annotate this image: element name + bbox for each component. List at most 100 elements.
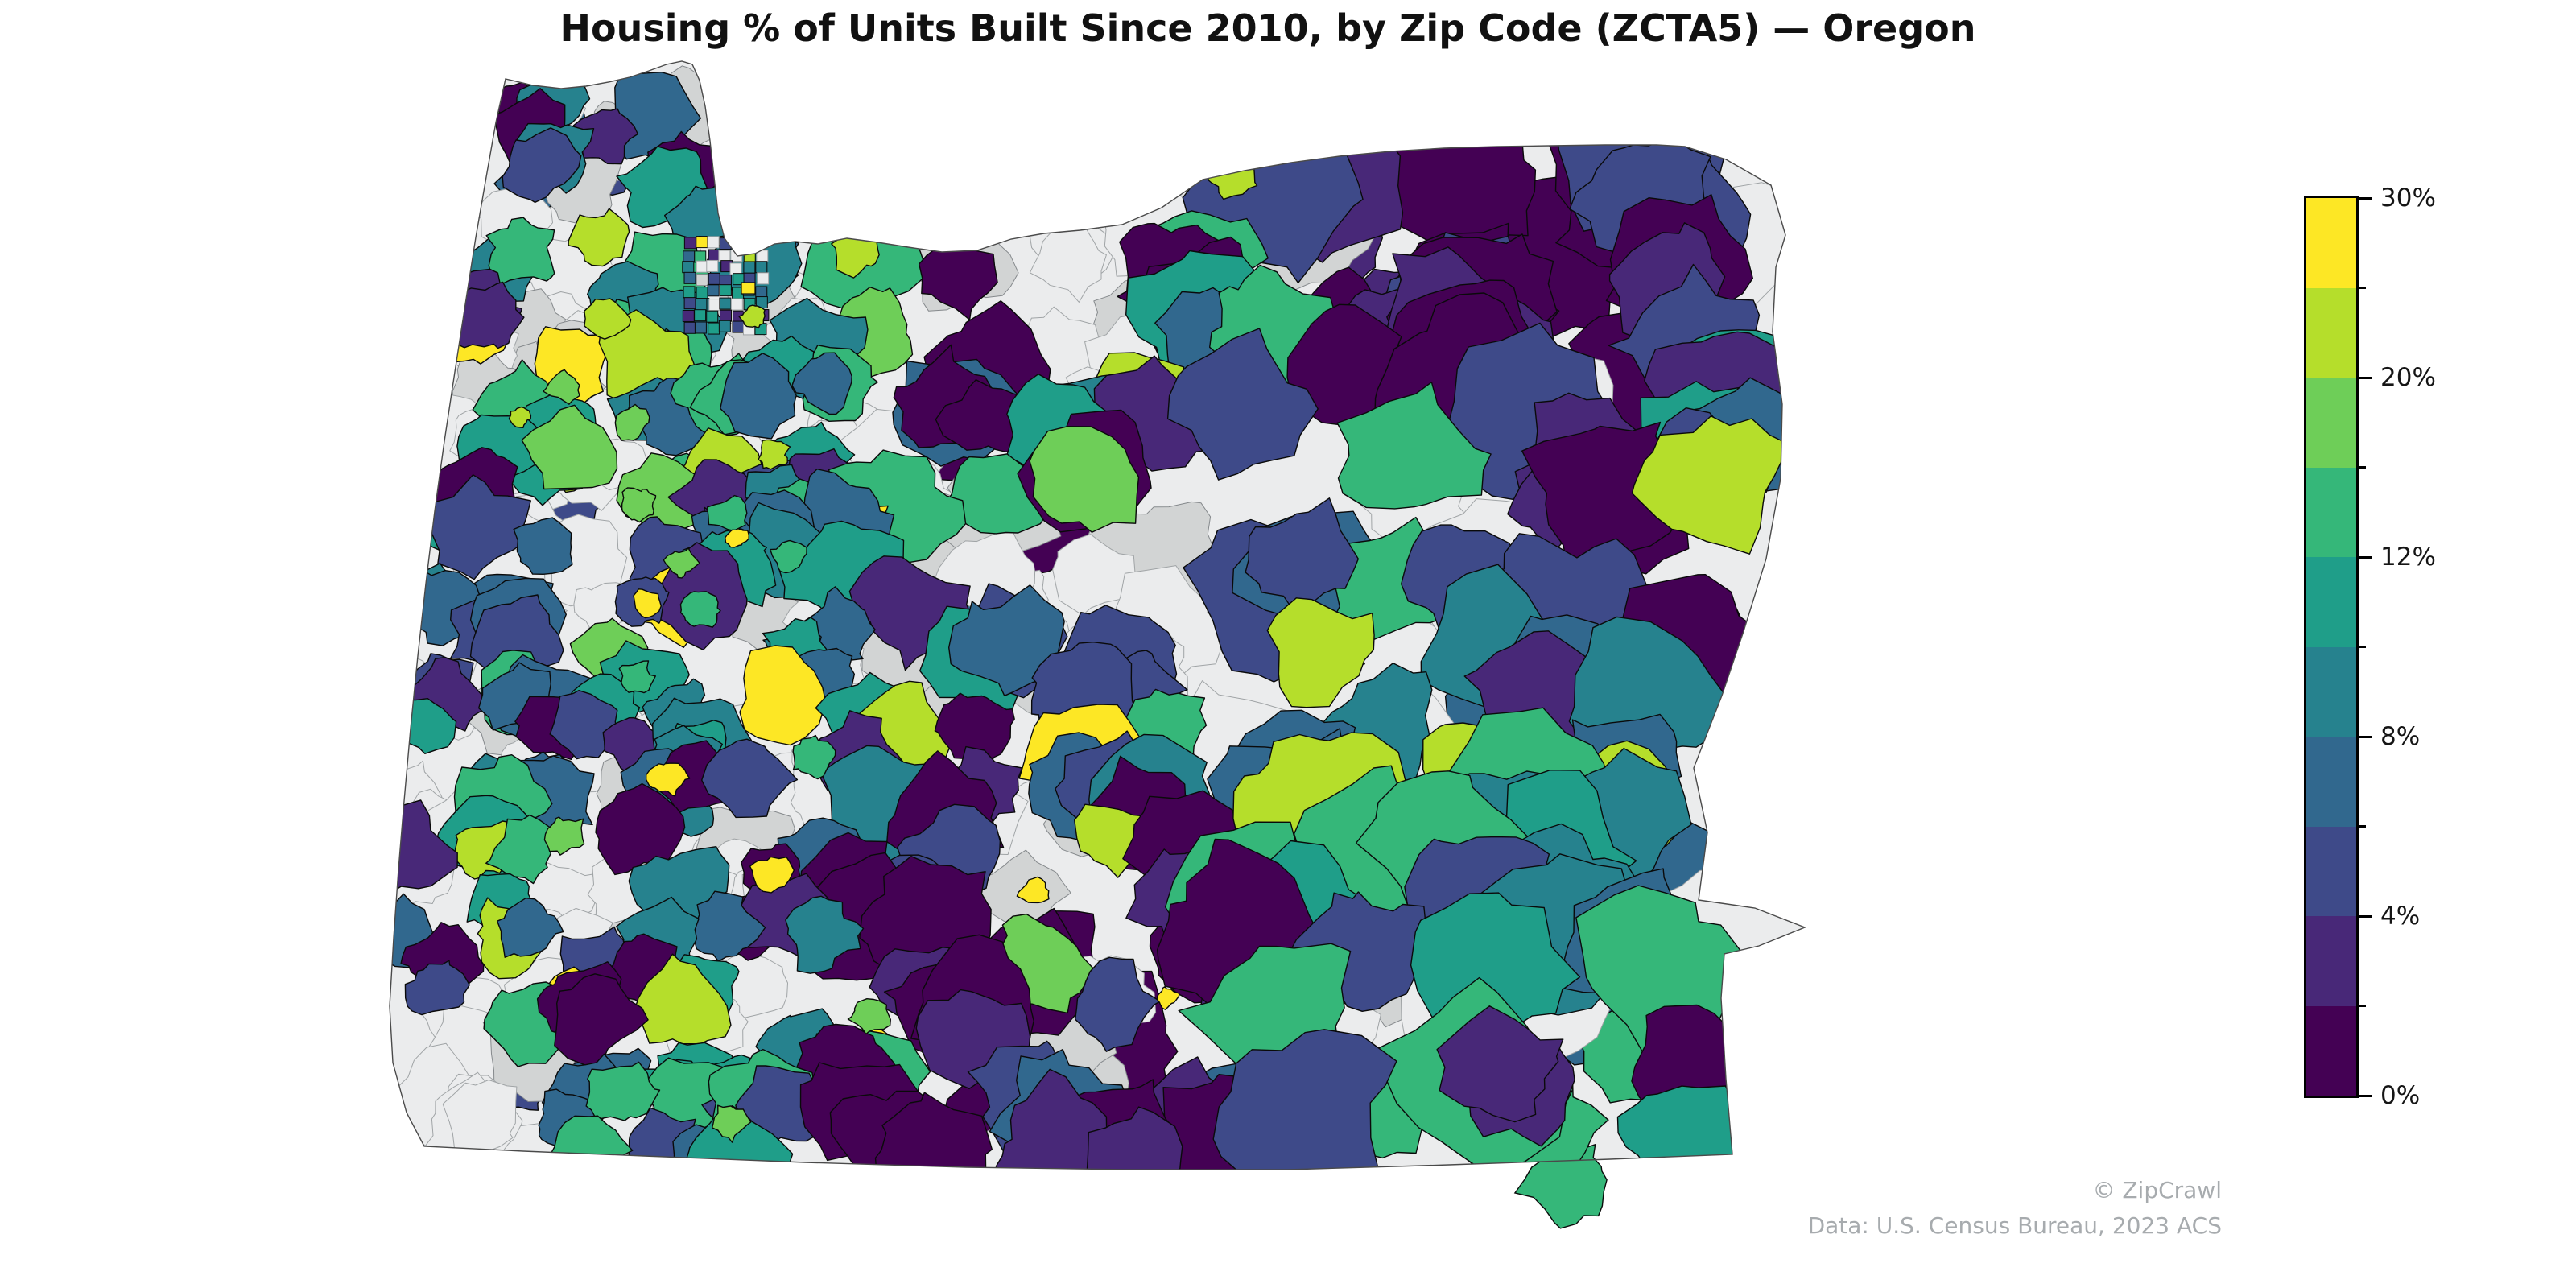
- zip-region: [1513, 1143, 1608, 1229]
- zip-region: [791, 352, 852, 415]
- zip-region: [1166, 328, 1319, 481]
- zip-region: [1016, 876, 1050, 904]
- zip-region: [707, 236, 720, 249]
- zip-region: [720, 353, 797, 440]
- zip-region: [738, 304, 766, 329]
- colorbar-band: [2306, 467, 2356, 557]
- colorbar-legend: 30% 20% 12% 8% 4% 0%: [2304, 184, 2436, 1110]
- zip-region: [720, 309, 733, 322]
- zip-region: [708, 249, 720, 262]
- zip-region: [618, 660, 656, 694]
- zip-region: [585, 1061, 661, 1121]
- zip-region: [646, 762, 691, 797]
- colorbar-major-tick: [2359, 1094, 2372, 1097]
- colorbar-band: [2306, 198, 2356, 288]
- zip-region: [757, 272, 770, 285]
- zip-region: [718, 250, 731, 262]
- zip-region: [719, 297, 732, 310]
- watermark-text: © ZipCrawl: [2092, 1177, 2222, 1203]
- zip-region: [718, 320, 731, 332]
- zip-region: [683, 321, 696, 334]
- zip-region: [696, 274, 708, 287]
- colorbar-tick-label: 4%: [2380, 902, 2421, 931]
- colorbar-band: [2306, 826, 2356, 916]
- zip-region: [521, 404, 618, 490]
- zip-region: [708, 272, 720, 285]
- zip-region: [584, 298, 632, 340]
- zip-region: [770, 539, 807, 574]
- zip-region: [621, 487, 657, 523]
- zip-region: [404, 960, 470, 1016]
- zip-region: [758, 439, 791, 470]
- zip-region: [683, 271, 696, 284]
- colorbar-tick-label: 0%: [2380, 1081, 2421, 1110]
- zip-region: [755, 261, 768, 274]
- colorbar-band: [2306, 1005, 2356, 1096]
- colorbar-major-tick: [2359, 735, 2372, 738]
- colorbar-tick-label: 20%: [2380, 363, 2436, 392]
- zip-region: [706, 259, 719, 272]
- zip-region: [739, 645, 826, 746]
- zip-region: [719, 284, 732, 297]
- zip-region: [554, 973, 649, 1067]
- colorbar-minor-tick: [2359, 1005, 2366, 1007]
- zip-region: [1631, 415, 1787, 555]
- zip-region: [682, 309, 695, 322]
- zip-region: [1086, 1106, 1183, 1170]
- zip-region: [683, 237, 696, 250]
- zip-region: [682, 1105, 794, 1170]
- colorbar-minor-tick: [2359, 287, 2366, 289]
- zip-region: [1616, 1085, 1760, 1170]
- zip-region: [696, 236, 708, 249]
- zip-region: [390, 799, 458, 894]
- zip-region: [1436, 1005, 1564, 1123]
- zip-region: [502, 127, 582, 204]
- zip-region: [701, 738, 799, 819]
- zip-region: [1029, 217, 1107, 303]
- zip-region: [682, 261, 695, 274]
- zip-region: [708, 299, 721, 312]
- zip-region: [724, 528, 749, 548]
- zip-region: [785, 895, 865, 974]
- zip-region: [543, 816, 585, 856]
- colorbar-tick-label: 8%: [2380, 722, 2421, 751]
- colorbar-major-tick: [2359, 196, 2372, 200]
- colorbar-major-tick: [2359, 914, 2372, 918]
- colorbar-band: [2306, 737, 2356, 827]
- zip-region: [874, 1092, 993, 1170]
- zip-region: [730, 298, 743, 311]
- zip-region: [934, 692, 1015, 765]
- zip-region: [1075, 956, 1162, 1052]
- chart-title: Housing % of Units Built Since 2010, by …: [559, 6, 1976, 50]
- zip-region: [1156, 986, 1180, 1010]
- zip-region: [497, 898, 564, 958]
- zip-region: [485, 217, 555, 286]
- zip-region: [1212, 1029, 1397, 1170]
- zip-region: [663, 547, 700, 579]
- colorbar-band: [2306, 916, 2356, 1006]
- zip-region: [712, 1104, 752, 1143]
- colorbar-minor-tick: [2359, 466, 2366, 469]
- zip-region: [1336, 382, 1492, 510]
- zip-region: [741, 282, 756, 295]
- zip-region: [696, 287, 708, 299]
- zip-region: [743, 250, 756, 262]
- zip-region: [792, 734, 836, 780]
- zip-region: [442, 1080, 518, 1158]
- colorbar-band: [2306, 287, 2356, 378]
- zip-region: [935, 379, 1030, 452]
- zip-region: [708, 322, 720, 335]
- colorbar-major-tick: [2359, 555, 2372, 559]
- zip-region: [694, 309, 707, 322]
- zip-region: [1029, 426, 1140, 533]
- zip-region: [1266, 597, 1375, 708]
- zip-region: [743, 261, 756, 274]
- zip-region: [749, 856, 795, 894]
- zip-region: [683, 286, 696, 299]
- zip-region: [508, 406, 532, 428]
- zip-regions-layer: [390, 65, 1805, 1170]
- zip-region: [707, 494, 748, 532]
- zip-region: [485, 814, 553, 885]
- zip-region: [696, 260, 708, 273]
